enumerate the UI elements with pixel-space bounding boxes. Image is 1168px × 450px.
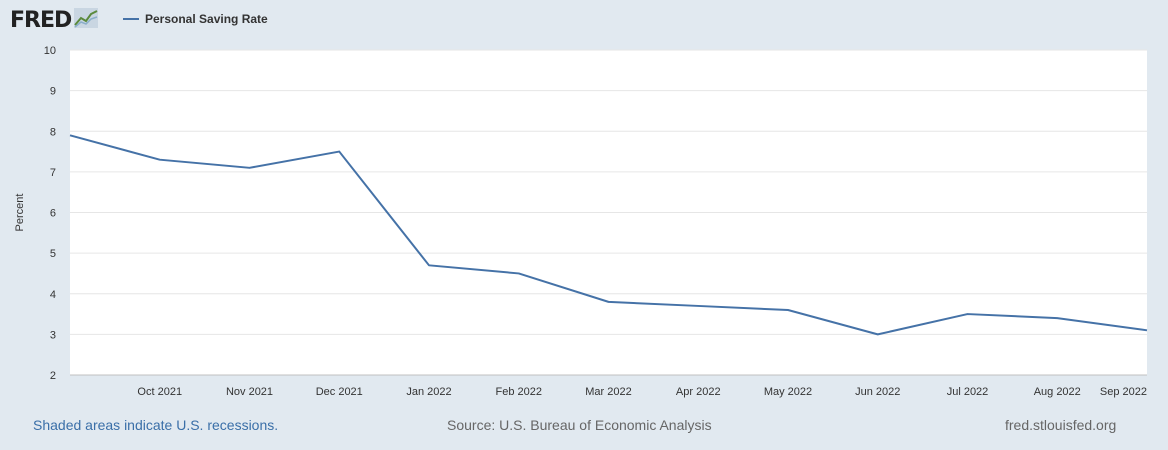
fred-logo[interactable]: FRED	[10, 7, 99, 33]
y-tick-label: 7	[50, 167, 56, 179]
line-chart: 2 3 4 5 6 7 8 9 10 Oct 2021 Nov 2021 Dec 2021 Jan 20…	[14, 45, 1148, 398]
y-tick-label: 10	[44, 45, 56, 57]
x-tick-label: Feb 2022	[496, 386, 542, 398]
x-tick-label: Jun 2022	[855, 386, 900, 398]
legend-label: Personal Saving Rate	[145, 12, 268, 26]
recession-note-link[interactable]: Shaded areas indicate U.S. recessions.	[33, 417, 279, 433]
fred-site-link[interactable]: fred.stlouisfed.org	[1005, 417, 1117, 433]
y-tick-label: 8	[50, 126, 56, 138]
y-tick-label: 3	[50, 329, 56, 341]
chart-header: FRED	[10, 6, 99, 34]
y-tick-label: 9	[50, 86, 56, 98]
x-tick-label: Jul 2022	[947, 386, 989, 398]
x-tick-label: May 2022	[764, 386, 812, 398]
trend-line-icon	[74, 7, 99, 33]
x-tick-label: Sep 2022	[1100, 386, 1147, 398]
x-tick-label: Aug 2022	[1034, 386, 1081, 398]
x-tick-label: Apr 2022	[676, 386, 721, 398]
x-tick-label: Nov 2021	[226, 386, 273, 398]
chart-legend: Personal Saving Rate	[123, 12, 268, 26]
y-axis-label: Percent	[14, 194, 26, 232]
source-text: Source: U.S. Bureau of Economic Analysis	[447, 417, 712, 433]
y-tick-label: 2	[50, 370, 56, 382]
x-tick-label: Oct 2021	[137, 386, 182, 398]
fred-logo-text: FRED	[10, 7, 72, 33]
x-tick-label: Dec 2021	[316, 386, 363, 398]
x-tick-label: Jan 2022	[406, 386, 451, 398]
y-tick-label: 6	[50, 208, 56, 220]
y-tick-label: 5	[50, 248, 56, 260]
series-line	[69, 134, 1148, 336]
legend-swatch	[123, 18, 139, 20]
x-tick-label: Mar 2022	[585, 386, 631, 398]
y-tick-label: 4	[50, 289, 56, 301]
